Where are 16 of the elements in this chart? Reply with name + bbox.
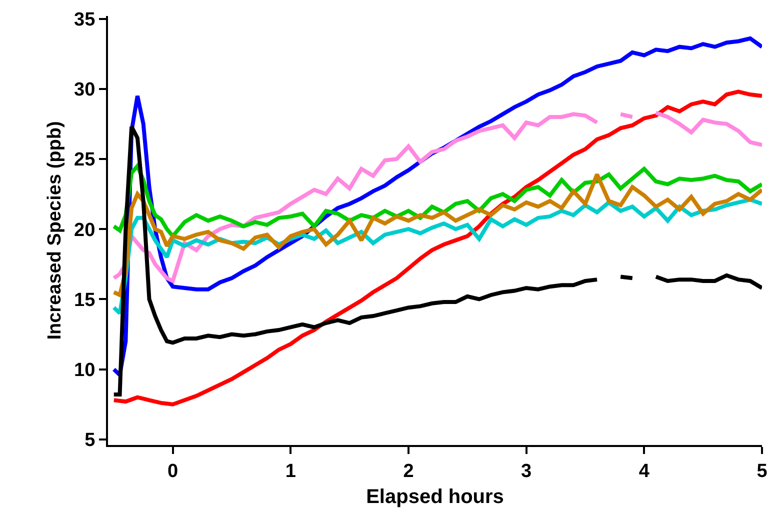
x-tick-label: 1 bbox=[285, 460, 296, 482]
x-tick-label: 5 bbox=[756, 460, 768, 482]
y-tick-label: 15 bbox=[74, 290, 96, 311]
y-tick-label: 25 bbox=[74, 150, 96, 171]
y-axis-title: Increased Species (ppb) bbox=[44, 121, 66, 340]
x-tick-label: 4 bbox=[638, 460, 650, 482]
y-tick-label: 35 bbox=[74, 9, 96, 30]
line-series bbox=[112, 172, 762, 297]
x-tick-label: 2 bbox=[403, 460, 414, 482]
x-tick-label: 3 bbox=[521, 460, 532, 482]
y-tick-label: 20 bbox=[74, 220, 96, 241]
y-tick-label: 5 bbox=[84, 430, 96, 452]
y-tick-label: 30 bbox=[74, 80, 96, 101]
y-tick-label: 10 bbox=[74, 360, 96, 381]
x-axis-title: Elapsed hours bbox=[366, 486, 504, 508]
x-tick-label: 0 bbox=[168, 460, 178, 482]
